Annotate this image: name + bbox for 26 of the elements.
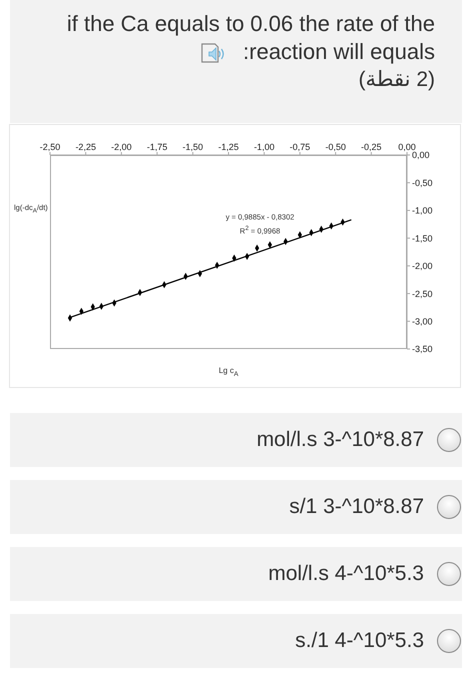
text: mol/l.s 3-^10*8.87 — [256, 427, 424, 453]
x-tick-label: -1,25 — [218, 142, 239, 152]
x-tick-label: -1,75 — [146, 142, 168, 152]
x-tick-label: -2,00 — [111, 142, 132, 152]
x-axis-title: Lg c$_{A}$ — [218, 366, 238, 378]
chart-subtitle: (2 نقطة) — [358, 67, 435, 93]
y-tick-label: -2,00 — [412, 261, 433, 272]
y-tick-label: -1,50 — [412, 233, 433, 244]
chart-title: if the Ca equals to 0.06 the rate of the :reaction will equals — [66, 10, 435, 66]
x-tick-label: -1,50 — [182, 142, 204, 152]
y-tick-label: -3,00 — [412, 316, 433, 326]
x-tick-label: 0,00 — [398, 142, 416, 152]
x-tick-label: -2,50 — [40, 142, 60, 152]
x-tick-label: -0,75 — [290, 142, 310, 152]
x-tick-label: -2,25 — [75, 142, 96, 152]
text: s/1 3-^10*8.87 — [289, 494, 424, 520]
y-tick-label: -1,00 — [412, 206, 433, 216]
x-tick-label: -0,50 — [325, 142, 346, 152]
y-tick-label: -0,50 — [412, 178, 433, 188]
text: s./1 4-^10*5.3 — [295, 628, 424, 654]
y-tick-label: 0,00 — [412, 150, 430, 160]
x-tick-label: -1,00 — [254, 142, 274, 152]
y-tick-label: -2,50 — [412, 288, 433, 299]
x-tick-label: -0,25 — [361, 142, 382, 152]
y-tick-label: -3,50 — [412, 344, 433, 354]
text: mol/l.s 4-^10*5.3 — [268, 561, 424, 587]
